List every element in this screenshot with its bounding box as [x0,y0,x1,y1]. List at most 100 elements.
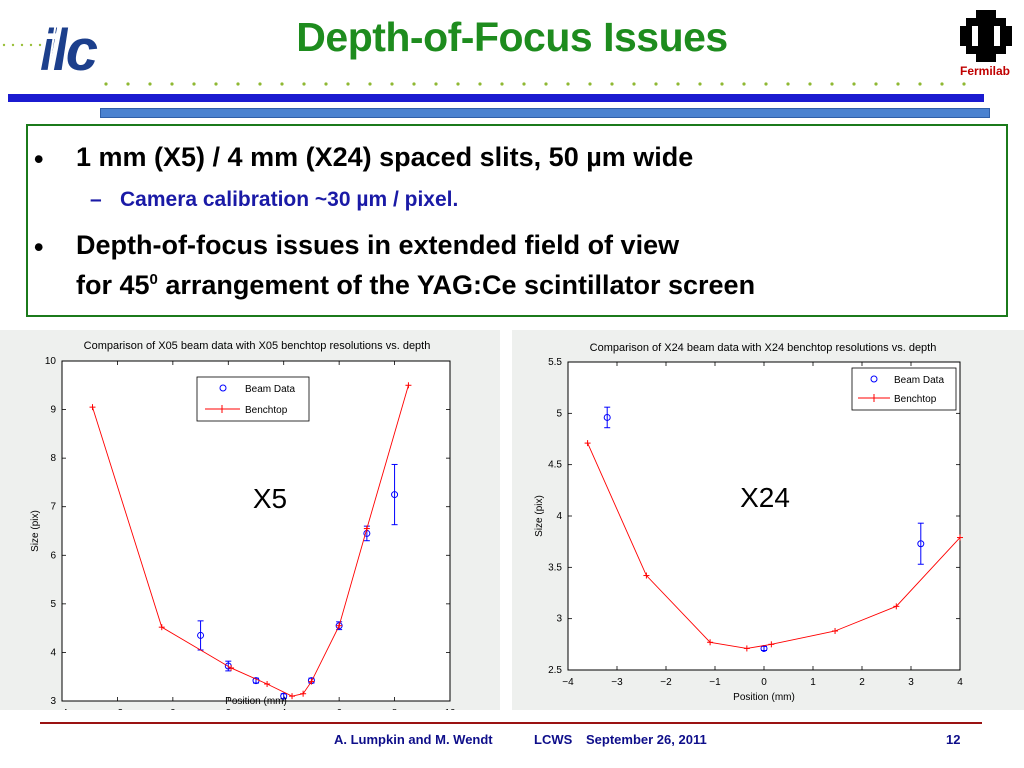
x-tick-label: 8 [392,708,398,710]
legend-entry: Benchtop [245,405,288,416]
footer-authors: A. Lumpkin and M. Wendt [334,732,493,747]
y-tick-label: 3 [556,614,562,625]
x-tick-label: −2 [660,677,672,688]
chart-panel-x24: Comparison of X24 beam data with X24 ben… [512,330,1024,710]
benchtop-point [336,622,343,629]
chart-x24: Comparison of X24 beam data with X24 ben… [534,342,963,703]
sub-bullet-calibration: Camera calibration ~30 µm / pixel. [120,188,459,211]
footer-rule [40,722,982,724]
bullet-depth-of-focus-line2: for 450 arrangement of the YAG:Ce scinti… [76,270,755,301]
x-tick-label: −4 [56,708,68,710]
header-rule-dark [8,94,984,102]
y-tick-label: 4.5 [548,460,562,471]
legend-entry: Beam Data [894,375,944,386]
legend: Beam Data Benchtop [851,367,957,411]
x-tick-label: −3 [611,677,623,688]
chart-annotation: X5 [253,483,287,514]
benchtop-point [89,404,96,411]
y-tick-label: 2.5 [548,665,562,676]
x-tick-label: 6 [336,708,342,710]
slide-title: Depth-of-Focus Issues [296,14,728,60]
benchtop-series-line [587,442,961,649]
footer-page-number: 12 [946,732,961,747]
benchtop-point [643,572,650,579]
x-tick-label: −1 [709,677,721,688]
fermilab-logo-label: Fermilab [960,64,1011,78]
legend: Beam Data Benchtop [196,376,310,422]
y-tick-label: 5.5 [548,357,562,368]
benchtop-point [308,678,315,685]
chart-panel-x5: Comparison of X05 beam data with X05 ben… [0,330,500,719]
sub-bullet-dash: – [90,188,102,211]
legend-beam-marker [870,375,878,383]
x-tick-label: 1 [810,677,816,688]
bullet-line2-pre: for 45 [76,270,150,300]
benchtop-point [893,603,900,610]
x-tick-label: 0 [761,677,767,688]
x-tick-label: 4 [957,677,963,688]
y-axis-label: Size (pix) [534,495,545,537]
bullet-marker: • [34,144,44,174]
benchtop-point [768,641,775,648]
beam-data-point [917,522,925,565]
x-tick-label: 4 [281,708,287,710]
benchtop-point [957,534,963,541]
y-tick-label: 5 [556,408,562,419]
beam-data-marker [917,540,925,548]
header-rule-light [100,108,990,118]
benchtop-point [363,525,370,532]
bullet-box: • 1 mm (X5) / 4 mm (X24) spaced slits, 5… [26,124,1008,317]
benchtop-point [300,690,307,697]
y-tick-label: 4 [50,647,56,658]
chart-title: Comparison of X24 beam data with X24 ben… [590,342,937,354]
footer: A. Lumpkin and M. Wendt LCWS September 2… [0,732,1024,752]
header-dots-decoration [104,82,966,86]
beam-data-marker [603,413,611,421]
fermilab-logo-icon [960,10,1012,62]
bullet-slit-spacing: 1 mm (X5) / 4 mm (X24) spaced slits, 50 … [76,142,694,172]
benchtop-point [264,681,271,687]
bullet-line2-superscript: 0 [149,271,158,288]
benchtop-series-line [92,385,409,697]
y-tick-label: 6 [50,550,56,561]
x-tick-label: −4 [562,677,574,688]
y-tick-label: 4 [556,511,562,522]
x-tick-label: 3 [908,677,914,688]
bullet-depth-of-focus: Depth-of-focus issues in extended field … [76,230,680,260]
benchtop-point [405,382,412,389]
beam-data-marker [391,491,399,499]
x-axis-label: Position (mm) [733,692,795,703]
legend-beam-marker [219,384,227,392]
y-tick-label: 3 [50,696,56,707]
benchtop-point [832,627,839,634]
benchtop-point [289,693,296,700]
x-tick-label: 0 [170,708,176,710]
legend-entry: Benchtop [894,394,937,405]
benchtop-point [228,664,235,671]
beam-data-marker [197,631,205,639]
y-tick-label: 7 [50,502,56,513]
y-tick-label: 10 [45,356,57,367]
beam-data-point [603,406,611,429]
beam-data-marker [280,692,288,700]
y-tick-label: 3.5 [548,562,562,573]
footer-date: September 26, 2011 [586,732,707,747]
y-tick-label: 9 [50,405,56,416]
chart-x5: Comparison of X05 beam data with X05 ben… [30,340,456,719]
x-tick-label: 10 [444,708,456,710]
beam-data-point [280,692,288,700]
x-axis-label: Position (mm) [225,696,287,707]
chart-title: Comparison of X05 beam data with X05 ben… [84,340,431,352]
beam-data-point [391,463,399,526]
y-axis-label: Size (pix) [30,510,41,552]
x-tick-label: 2 [859,677,865,688]
plot-area [567,361,961,671]
bullet-line2-post: arrangement of the YAG:Ce scintillator s… [157,270,756,300]
x-tick-label: −2 [112,708,124,710]
chart-annotation: X24 [740,482,790,513]
y-tick-label: 8 [50,453,56,464]
logo-dots-decoration [2,43,42,47]
ilc-logo: ilc [40,18,98,78]
y-tick-label: 5 [50,599,56,610]
legend-entry: Beam Data [245,384,295,395]
